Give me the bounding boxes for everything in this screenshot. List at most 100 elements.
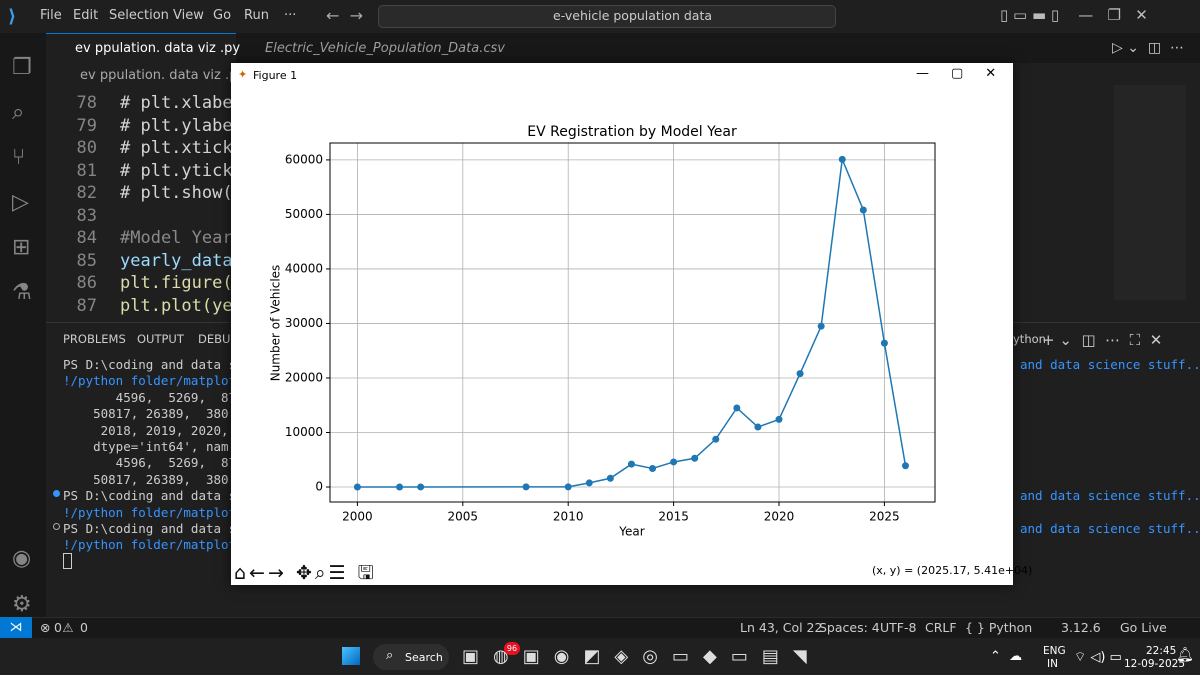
y-tick-label: 40000 bbox=[285, 261, 323, 275]
error-count: 0 bbox=[54, 620, 62, 635]
activity-icons[interactable]: ❐ ⌕ ⑂ ▷ ⊞ ⚗ bbox=[12, 55, 32, 305]
line-number: 79 bbox=[76, 115, 97, 136]
figure-title: Figure 1 bbox=[253, 69, 298, 82]
y-tick-label: 20000 bbox=[285, 370, 323, 384]
taskbar-apps[interactable]: ▣◍▣◉◩◈◎▭◆▭▤◥ bbox=[462, 646, 821, 667]
code-line: plt.figure(f bbox=[120, 273, 243, 293]
x-tick-label: 2005 bbox=[448, 510, 479, 524]
terminal-line: 4596, 5269, 877 bbox=[63, 455, 244, 471]
marker bbox=[859, 206, 867, 214]
app-icon[interactable]: ⟩ bbox=[8, 6, 17, 27]
line-number: 81 bbox=[76, 160, 97, 181]
taskbar-search[interactable] bbox=[373, 644, 449, 670]
menu-item[interactable]: Go bbox=[213, 8, 232, 23]
status-bar bbox=[0, 617, 1200, 639]
marker bbox=[585, 479, 593, 487]
marker bbox=[564, 483, 572, 491]
terminal-line: PS D:\coding and data sc bbox=[63, 521, 244, 536]
terminal-line: 50817, 26389, 380 bbox=[63, 406, 229, 422]
line-number: 87 bbox=[76, 295, 97, 316]
figure-icon: ✦ bbox=[238, 68, 248, 81]
lang: ENG bbox=[1043, 645, 1066, 657]
code-line: plt.plot(yea bbox=[120, 295, 243, 316]
window-controls[interactable]: —▢✕ bbox=[916, 66, 1019, 81]
terminal-line: !/python folder/matplotli bbox=[63, 537, 252, 553]
y-tick-label: 60000 bbox=[285, 152, 323, 166]
marker bbox=[754, 423, 762, 431]
tab[interactable]: ev ppulation. data viz .py bbox=[75, 41, 241, 56]
run-controls[interactable]: ▷ ⌄ ◫ ⋯ bbox=[1112, 40, 1184, 56]
line-number: 78 bbox=[76, 93, 97, 113]
remote-button[interactable]: ⋊ bbox=[0, 617, 32, 638]
line-number: 86 bbox=[76, 273, 97, 293]
status-item[interactable]: CRLF bbox=[925, 620, 957, 635]
code-line: # plt.ylabel bbox=[120, 115, 243, 136]
status-item[interactable]: Spaces: 4 bbox=[819, 620, 880, 635]
terminal-line: and data science stuff.. bbox=[1020, 521, 1200, 536]
tab[interactable]: Electric_Vehicle_Population_Data.csv bbox=[265, 41, 505, 56]
panel-controls[interactable]: + ⌄ ◫ ⋯ ⛶ ✕ bbox=[1042, 331, 1163, 349]
search-box[interactable] bbox=[378, 5, 836, 28]
breadcrumb[interactable]: ev ppulation. data viz .py bbox=[80, 68, 246, 83]
y-tick-label: 0 bbox=[315, 480, 323, 494]
warning-count: 0 bbox=[80, 620, 88, 635]
account-icons[interactable]: ◉ ⚙ bbox=[12, 546, 32, 617]
marker bbox=[649, 464, 657, 472]
minimap bbox=[1114, 85, 1186, 300]
marker bbox=[775, 415, 783, 423]
status-item[interactable]: Ln 43, Col 22 bbox=[740, 620, 823, 635]
taskbar bbox=[0, 638, 1200, 675]
y-axis-label: Number of Vehicles bbox=[269, 265, 283, 382]
code-line: #Model Year bbox=[120, 228, 233, 248]
status-item[interactable]: Go Live bbox=[1120, 620, 1167, 635]
problem-icons[interactable]: ⊗ ⚠ bbox=[40, 620, 74, 635]
figure-toolbar[interactable]: ⌂←→ ✥⌕☰ 🖫︎ bbox=[234, 562, 377, 584]
code-line: # plt.xticks bbox=[120, 138, 243, 158]
menu-item[interactable]: File bbox=[40, 8, 62, 23]
x-tick-label: 2010 bbox=[553, 510, 584, 524]
marker bbox=[901, 462, 909, 470]
tab-bar bbox=[46, 33, 1200, 63]
notifications[interactable]: 🔔︎ bbox=[1176, 647, 1194, 663]
system-icons[interactable]: ⌔ ◁) ▭ bbox=[1074, 650, 1122, 665]
clock-time: 22:45 bbox=[1146, 645, 1177, 657]
line-number: 82 bbox=[76, 183, 97, 203]
marker bbox=[880, 339, 888, 347]
nav-arrows[interactable]: ← → bbox=[326, 6, 363, 25]
status-item[interactable]: { } Python bbox=[965, 620, 1033, 635]
tray-icons[interactable]: ⌃ ☁ bbox=[990, 649, 1023, 664]
region: IN bbox=[1047, 658, 1058, 670]
figure-window bbox=[231, 63, 1013, 585]
status-item[interactable]: UTF-8 bbox=[880, 620, 917, 635]
status-item[interactable]: 3.12.6 bbox=[1061, 620, 1101, 635]
clock-date: 12-09-2025 bbox=[1124, 658, 1186, 670]
chart-title: EV Registration by Model Year bbox=[527, 124, 737, 140]
y-tick-label: 10000 bbox=[285, 425, 323, 439]
panel-tab[interactable]: OUTPUT bbox=[137, 332, 184, 346]
taskbar-search-text: Search bbox=[405, 651, 443, 664]
terminal-line: 50817, 26389, 380 bbox=[63, 471, 229, 487]
x-tick-label: 2025 bbox=[869, 510, 900, 524]
panel-tab[interactable]: PROBLEMS bbox=[63, 332, 126, 346]
start-button[interactable] bbox=[342, 647, 360, 665]
y-tick-label: 30000 bbox=[285, 316, 323, 330]
menu-item[interactable]: ··· bbox=[284, 8, 297, 23]
marker bbox=[396, 483, 404, 491]
marker bbox=[712, 435, 720, 443]
panel-tab[interactable]: DEBUG bbox=[198, 332, 240, 346]
marker bbox=[838, 155, 846, 163]
active-tab[interactable] bbox=[46, 33, 236, 64]
layout-controls[interactable]: ▯ ▭ ▬ ▯ — ❐ ✕ bbox=[1000, 6, 1148, 24]
terminal-line: !/python folder/matplotli bbox=[63, 373, 252, 389]
x-tick-label: 2015 bbox=[658, 510, 689, 524]
menu-item[interactable]: Run bbox=[244, 8, 269, 23]
menu-item[interactable]: View bbox=[173, 8, 204, 23]
line-number: 84 bbox=[76, 228, 97, 248]
line-number: 83 bbox=[76, 205, 97, 226]
menu-item[interactable]: Selection bbox=[109, 8, 169, 23]
menu-item[interactable]: Edit bbox=[73, 8, 99, 23]
code-line: # plt.xlabel bbox=[120, 93, 243, 113]
cursor bbox=[63, 553, 72, 569]
panel-tab[interactable]: ython bbox=[1013, 332, 1046, 346]
x-tick-label: 2020 bbox=[764, 510, 795, 524]
